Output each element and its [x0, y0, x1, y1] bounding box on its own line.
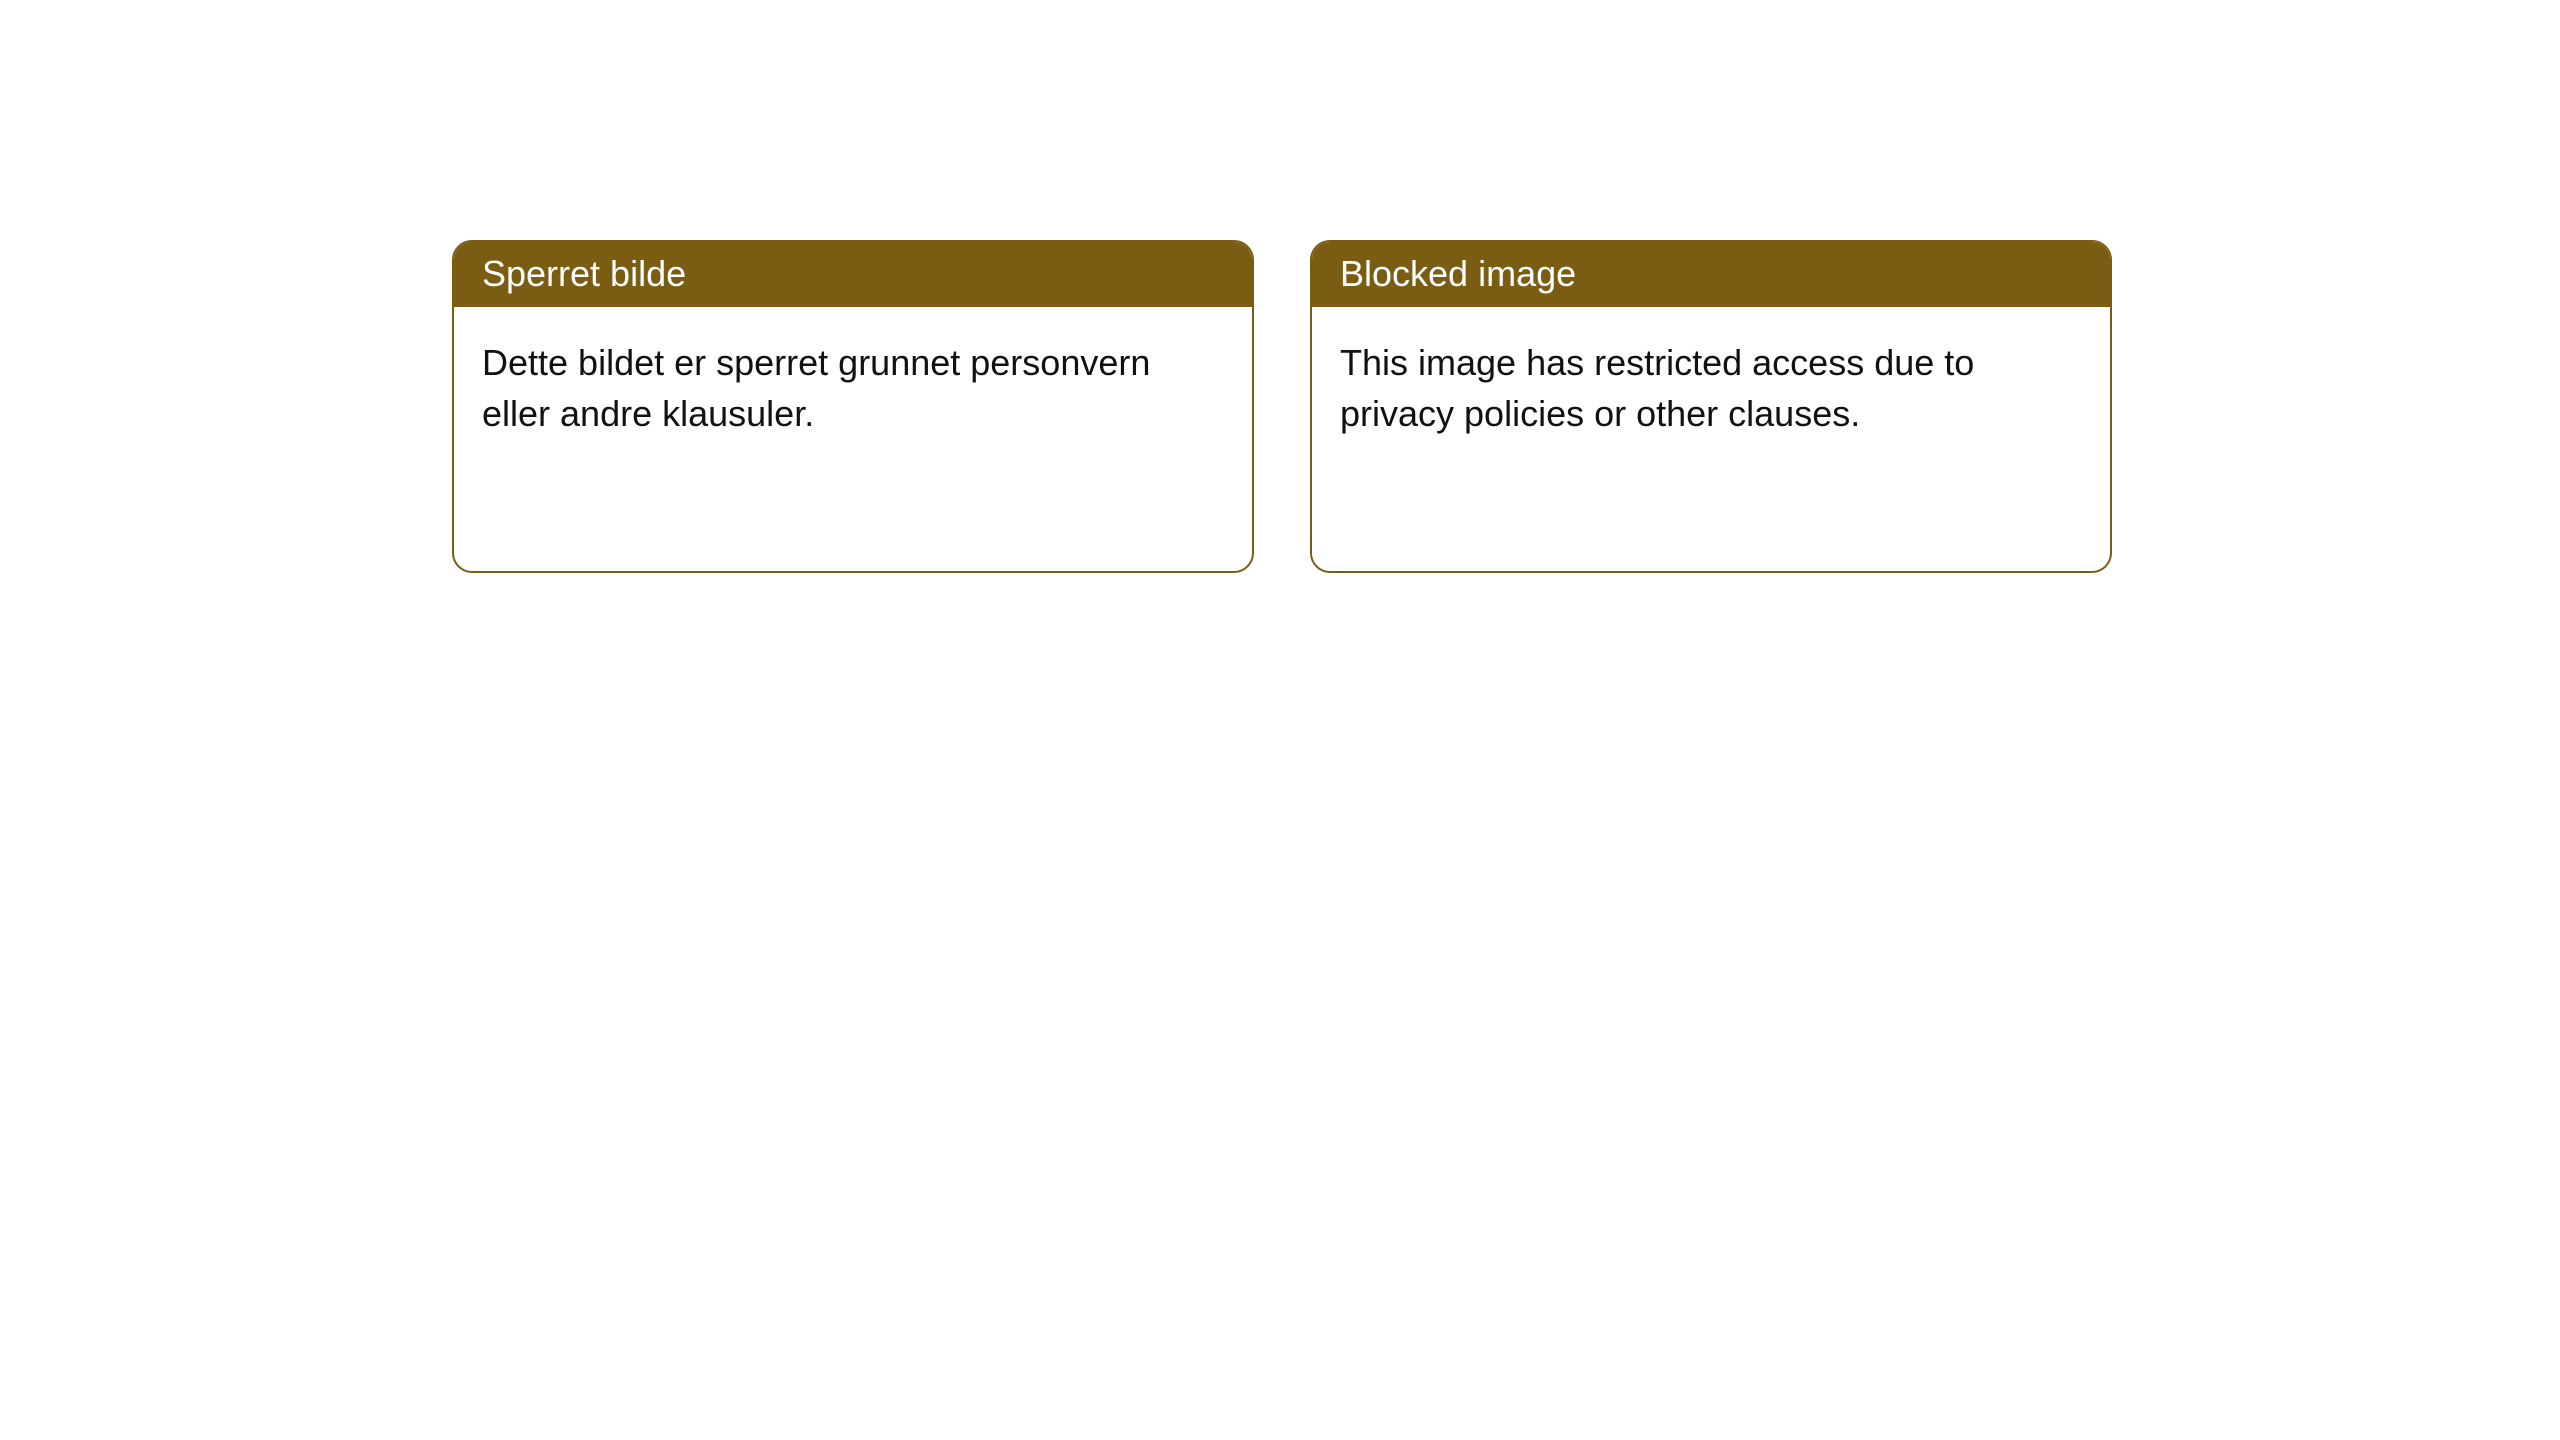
card-title-norwegian: Sperret bilde [454, 242, 1252, 307]
card-body-english: This image has restricted access due to … [1312, 307, 2110, 469]
blocked-image-card-english: Blocked image This image has restricted … [1310, 240, 2112, 573]
card-body-norwegian: Dette bildet er sperret grunnet personve… [454, 307, 1252, 469]
blocked-image-cards: Sperret bilde Dette bildet er sperret gr… [452, 240, 2560, 573]
card-title-english: Blocked image [1312, 242, 2110, 307]
blocked-image-card-norwegian: Sperret bilde Dette bildet er sperret gr… [452, 240, 1254, 573]
